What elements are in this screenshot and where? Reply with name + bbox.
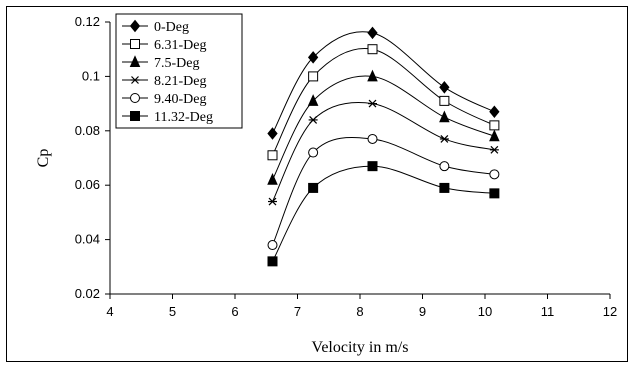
data-point	[308, 115, 318, 124]
legend-label: 9.40-Deg	[154, 92, 207, 107]
data-point	[439, 110, 450, 123]
x-axis-title: Velocity in m/s	[312, 339, 409, 356]
data-point	[489, 120, 500, 131]
legend-marker	[130, 111, 140, 121]
data-point	[439, 182, 450, 193]
y-tick-label: 0.06	[75, 177, 100, 192]
series-0-Deg	[267, 26, 500, 140]
x-tick-label: 9	[419, 304, 426, 319]
legend-label: 11.32-Deg	[154, 110, 213, 125]
series-11.32-Deg	[267, 161, 500, 267]
legend-item: 8.21-Deg	[122, 74, 207, 89]
series-8.21-Deg	[268, 99, 499, 206]
marker-stroke	[490, 145, 499, 154]
x-tick-label: 4	[106, 304, 113, 319]
legend-box	[115, 13, 243, 129]
data-point	[367, 69, 378, 82]
data-point	[267, 150, 278, 161]
marker-stroke	[268, 197, 277, 206]
data-point	[267, 256, 278, 267]
data-point	[367, 161, 378, 172]
data-point	[267, 240, 278, 251]
marker-stroke	[131, 76, 139, 84]
data-point	[439, 161, 450, 172]
data-point	[367, 26, 378, 40]
legend-item: 6.31-Deg	[122, 38, 207, 53]
marker-stroke	[440, 135, 449, 143]
y-tick-label: 0.04	[75, 232, 100, 247]
series-line	[272, 165, 495, 262]
legend-label: 7.5-Deg	[154, 56, 200, 71]
legend-label: 6.31-Deg	[154, 38, 207, 53]
data-point	[439, 95, 450, 106]
legend-item: 11.32-Deg	[122, 110, 213, 125]
legend-marker	[129, 55, 141, 67]
legend-item: 0-Deg	[122, 19, 189, 35]
series-line	[272, 137, 495, 246]
x-tick-label: 5	[169, 304, 176, 319]
marker-stroke	[368, 99, 377, 108]
legend-label: 0-Deg	[154, 20, 189, 35]
series-7.5-Deg	[267, 69, 500, 185]
data-point	[308, 71, 319, 82]
data-point	[267, 127, 278, 140]
legend-marker	[130, 76, 140, 84]
series-6.31-Deg	[267, 44, 500, 161]
data-point	[489, 145, 499, 154]
data-point	[268, 197, 277, 206]
data-point	[307, 51, 319, 64]
y-tick-label: 0.12	[75, 14, 100, 29]
y-tick-label: 0.1	[82, 68, 100, 83]
legend-item: 7.5-Deg	[122, 55, 200, 71]
series-line	[272, 75, 495, 180]
x-tick-label: 6	[231, 304, 238, 319]
data-point	[489, 169, 500, 180]
data-point	[489, 129, 500, 142]
series-line	[272, 31, 495, 134]
legend-marker	[130, 93, 140, 103]
y-tick-label: 0.02	[75, 286, 100, 301]
data-point	[307, 94, 319, 106]
x-tick-label: 11	[541, 304, 555, 319]
data-point	[308, 182, 319, 193]
y-tick-label: 0.08	[75, 123, 100, 138]
data-point	[489, 188, 500, 199]
series-line	[272, 101, 495, 202]
legend-label: 8.21-Deg	[154, 74, 207, 89]
legend-item: 9.40-Deg	[122, 92, 207, 107]
x-tick-label: 8	[356, 304, 363, 319]
series-line	[272, 47, 495, 156]
x-tick-label: 10	[478, 304, 492, 319]
data-point	[439, 80, 450, 94]
legend-marker	[130, 39, 140, 49]
data-point	[267, 173, 278, 185]
x-tick-label: 7	[294, 304, 301, 319]
marker-stroke	[309, 115, 318, 124]
legend-marker	[129, 19, 141, 33]
y-axis-title: Cp	[35, 149, 52, 168]
data-point	[367, 133, 378, 144]
x-tick-label: 12	[603, 304, 617, 319]
data-point	[368, 99, 377, 108]
data-point	[367, 44, 378, 55]
series-9.40-Deg	[267, 133, 500, 251]
data-point	[439, 135, 449, 143]
data-point	[489, 105, 500, 119]
data-point	[308, 147, 319, 158]
